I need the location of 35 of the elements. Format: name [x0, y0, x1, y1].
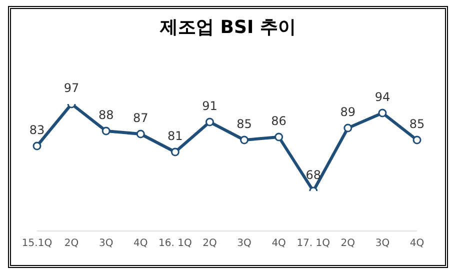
x-tick-label: 3Q: [237, 238, 252, 250]
point: [378, 108, 387, 118]
x-tick-label: 2Q: [340, 238, 356, 250]
data-label: 94: [374, 90, 390, 104]
x-tick-label: 17. 1Q: [296, 238, 330, 250]
point: [344, 124, 352, 132]
x-tick-label: 3Q: [375, 238, 390, 250]
data-label: 88: [98, 108, 114, 122]
x-tick-label: 16. 1Q: [158, 238, 192, 250]
data-label: 91: [202, 99, 218, 113]
data-label: 68: [306, 168, 322, 182]
x-tick-label: 4Q: [410, 238, 424, 250]
data-label: 81: [168, 129, 183, 143]
data-label: 86: [271, 114, 286, 128]
x-tick-label: 15.1Q: [22, 238, 52, 250]
data-label: 83: [29, 123, 45, 137]
point: [412, 136, 422, 144]
point: [205, 118, 214, 126]
data-label: 85: [236, 117, 252, 131]
data-label: 89: [340, 105, 356, 119]
x-tick-label: 3Q: [98, 238, 114, 250]
point: [136, 130, 145, 138]
x-tick-label: 2Q: [64, 238, 79, 250]
data-label: 87: [132, 111, 148, 125]
chart-title: 제조업 BSI 추이: [158, 16, 297, 39]
data-label: 97: [64, 81, 80, 95]
point: [240, 136, 249, 144]
point: [170, 148, 180, 156]
point: [102, 126, 110, 136]
x-tick-label: 4Q: [272, 238, 286, 250]
point: [32, 142, 42, 150]
x-tick-label: 2Q: [202, 238, 217, 250]
data-label: 85: [409, 117, 425, 131]
point: [274, 132, 284, 142]
x-tick-label: 4Q: [134, 238, 148, 250]
